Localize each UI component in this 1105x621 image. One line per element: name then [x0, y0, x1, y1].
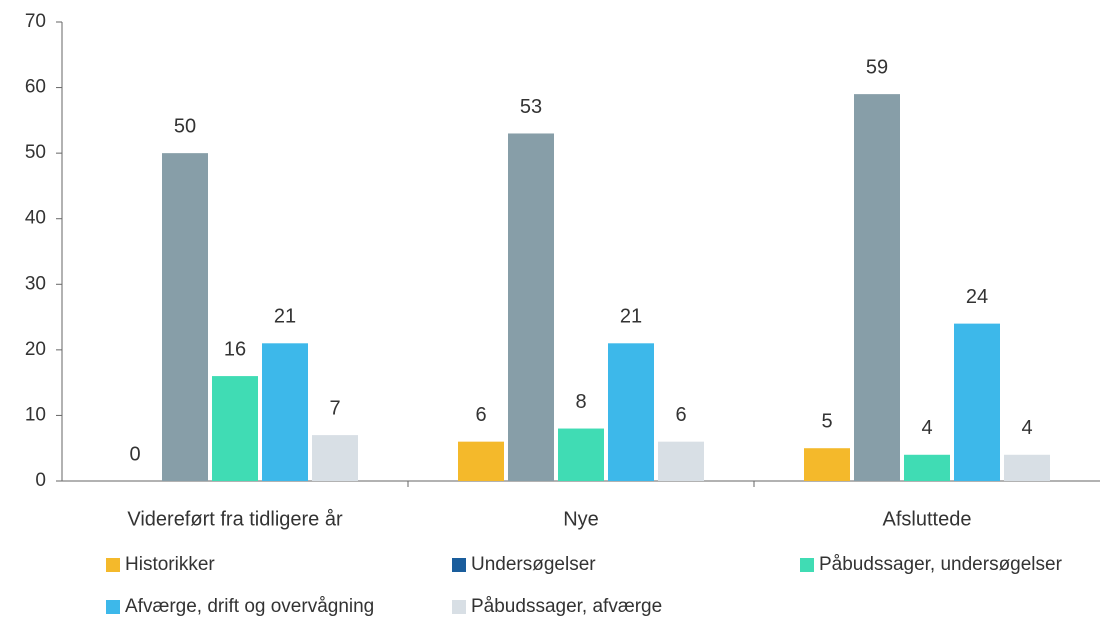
value-label: 16: [224, 338, 246, 360]
bar: [854, 94, 900, 481]
x-tick-label: Videreført fra tidligere år: [127, 508, 343, 530]
bar: [1004, 454, 1050, 481]
value-label: 7: [329, 397, 340, 419]
bar: [954, 323, 1000, 481]
bar: [312, 435, 358, 481]
value-label: 4: [1021, 417, 1032, 439]
legend-swatch: [800, 558, 814, 572]
bar: [212, 376, 258, 481]
bar: [458, 441, 504, 481]
value-label: 59: [866, 56, 888, 78]
legend-swatch: [106, 558, 120, 572]
x-tick-label: Nye: [563, 508, 599, 530]
value-label: 0: [129, 443, 140, 465]
legend-label: Påbudssager, undersøgelser: [819, 554, 1063, 575]
value-label: 4: [921, 417, 932, 439]
bar: [508, 133, 554, 481]
y-tick-label: 20: [25, 339, 46, 360]
legend-label: Undersøgelser: [471, 554, 596, 575]
value-label: 53: [520, 96, 542, 118]
y-tick-label: 40: [25, 208, 46, 229]
bar: [162, 153, 208, 481]
y-tick-label: 0: [35, 470, 46, 491]
value-label: 6: [675, 404, 686, 426]
value-label: 6: [475, 404, 486, 426]
y-tick-label: 10: [25, 404, 46, 425]
bar: [904, 454, 950, 481]
x-tick-label: Afsluttede: [883, 508, 972, 530]
y-tick-label: 70: [25, 11, 46, 32]
legend-label: Påbudssager, afværge: [471, 596, 662, 617]
y-tick-label: 30: [25, 273, 46, 294]
bar: [608, 343, 654, 481]
y-tick-label: 60: [25, 77, 46, 98]
legend-swatch: [452, 600, 466, 614]
y-tick-label: 50: [25, 142, 46, 163]
value-label: 5: [821, 410, 832, 432]
legend-label: Afværge, drift og overvågning: [125, 596, 374, 617]
legend-label: Historikker: [125, 554, 215, 575]
bar: [804, 448, 850, 481]
value-label: 8: [575, 391, 586, 413]
legend-swatch: [106, 600, 120, 614]
bar: [658, 441, 704, 481]
value-label: 24: [966, 286, 988, 308]
bar: [558, 428, 604, 481]
value-label: 50: [174, 115, 196, 137]
value-label: 21: [274, 306, 296, 328]
value-label: 21: [620, 306, 642, 328]
bar: [262, 343, 308, 481]
legend-swatch: [452, 558, 466, 572]
